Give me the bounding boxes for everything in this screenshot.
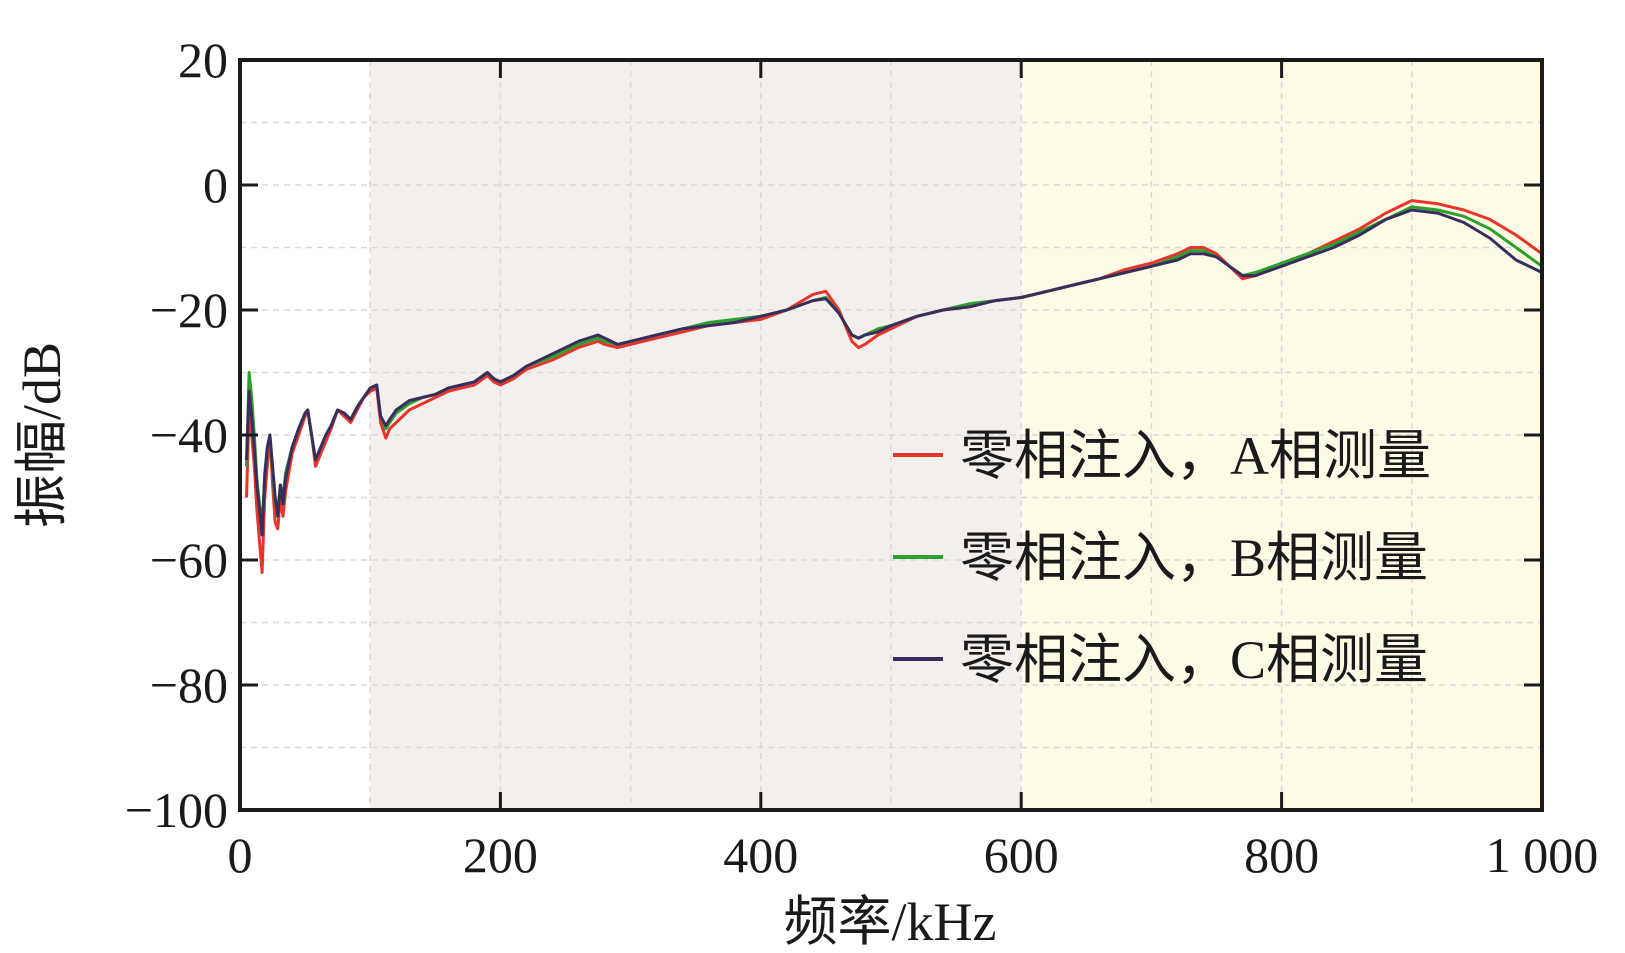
series-line-1: [245, 199, 1543, 574]
y-tick-label: 0: [203, 157, 228, 213]
y-tick-label: −20: [150, 282, 228, 338]
y-tick-label: −40: [150, 407, 228, 463]
x-tick-labels: 0 200 400 600 800 1 000: [228, 827, 1599, 883]
legend-label-2: 零相注入，B相测量: [960, 528, 1428, 588]
y-tick-label: 20: [178, 32, 228, 88]
data-series: [245, 199, 1543, 574]
y-tick-label: −60: [150, 532, 228, 588]
x-tick-label: 1 000: [1486, 827, 1599, 883]
legend-label-3: 零相注入，C相测量: [960, 630, 1428, 690]
x-axis-label: 频率/kHz: [784, 892, 997, 952]
x-tick-label: 400: [723, 827, 798, 883]
series-line-3: [245, 208, 1543, 537]
y-axis-label: 振幅/dB: [12, 342, 72, 528]
x-tick-label: 600: [984, 827, 1059, 883]
x-tick-label: 0: [228, 827, 253, 883]
y-tick-label: −100: [125, 782, 228, 838]
legend-label-1: 零相注入，A相测量: [960, 426, 1431, 486]
x-tick-label: 800: [1244, 827, 1319, 883]
grid-lines: [240, 60, 1542, 810]
y-tick-label: −80: [150, 657, 228, 713]
y-tick-labels: −100 −80 −60 −40 −20 0 20: [125, 32, 228, 838]
axis-ticks: [238, 58, 1544, 812]
x-tick-label: 200: [463, 827, 538, 883]
